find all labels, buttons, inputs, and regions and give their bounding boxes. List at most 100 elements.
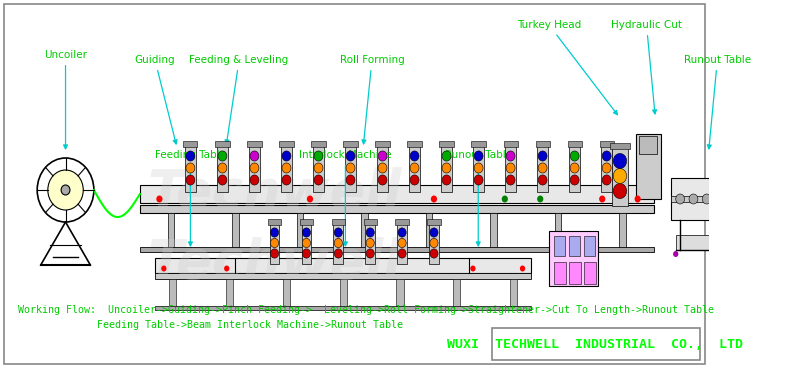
Bar	[427, 219, 441, 225]
Bar	[168, 213, 174, 248]
Circle shape	[735, 251, 740, 257]
Circle shape	[334, 238, 342, 248]
Circle shape	[250, 151, 259, 161]
Circle shape	[282, 151, 291, 161]
Bar	[506, 144, 516, 192]
Text: Uncoiler: Uncoiler	[44, 50, 87, 149]
Bar	[395, 219, 409, 225]
Circle shape	[614, 169, 626, 184]
Bar	[535, 141, 550, 147]
Bar	[140, 247, 654, 252]
Bar	[474, 144, 484, 192]
Bar	[249, 144, 260, 192]
Circle shape	[673, 251, 678, 257]
Circle shape	[270, 238, 278, 248]
Circle shape	[602, 175, 611, 185]
Bar	[363, 219, 377, 225]
Bar	[429, 222, 439, 264]
Bar	[471, 141, 486, 147]
Text: Runout Table: Runout Table	[684, 55, 751, 149]
Bar	[340, 279, 346, 307]
Circle shape	[398, 238, 406, 248]
Circle shape	[502, 195, 508, 202]
Bar	[555, 213, 561, 248]
Text: Turkey Head: Turkey Head	[517, 20, 618, 115]
Circle shape	[430, 238, 438, 248]
Bar	[226, 279, 233, 307]
Circle shape	[614, 183, 626, 199]
Bar	[599, 141, 614, 147]
Bar	[398, 222, 407, 264]
Bar	[311, 141, 326, 147]
Bar	[426, 213, 432, 248]
Bar	[569, 236, 580, 256]
Bar	[281, 144, 292, 192]
Text: Feeding Table: Feeding Table	[155, 150, 226, 246]
Circle shape	[378, 175, 387, 185]
Circle shape	[366, 228, 374, 237]
Bar	[155, 258, 531, 272]
Circle shape	[537, 195, 543, 202]
Circle shape	[506, 151, 515, 161]
Text: Hydraulic Cut: Hydraulic Cut	[611, 20, 682, 114]
Text: Techwell: Techwell	[147, 237, 402, 289]
Circle shape	[410, 151, 419, 161]
Circle shape	[614, 153, 626, 169]
Bar	[140, 205, 654, 213]
Circle shape	[715, 194, 725, 204]
Circle shape	[729, 194, 738, 204]
Circle shape	[346, 151, 355, 161]
Bar	[270, 222, 279, 264]
Bar	[332, 219, 345, 225]
Bar	[366, 222, 375, 264]
Circle shape	[186, 175, 195, 185]
Circle shape	[156, 195, 162, 202]
Bar	[140, 185, 654, 203]
Bar	[362, 213, 367, 248]
Bar	[247, 141, 262, 147]
Bar	[169, 279, 176, 307]
Bar	[313, 144, 324, 192]
Bar	[302, 222, 311, 264]
Bar	[410, 144, 420, 192]
Text: Feeding Table->Beam Interlock Machine->Runout Table: Feeding Table->Beam Interlock Machine->R…	[98, 320, 403, 330]
Bar	[554, 262, 566, 284]
Bar	[155, 272, 531, 279]
Bar	[490, 213, 497, 248]
Bar	[297, 213, 303, 248]
Circle shape	[602, 163, 611, 173]
Bar	[454, 279, 460, 307]
Circle shape	[442, 175, 451, 185]
Circle shape	[431, 195, 437, 202]
Circle shape	[346, 163, 355, 173]
Bar	[567, 141, 582, 147]
Circle shape	[474, 151, 483, 161]
Bar	[503, 141, 518, 147]
Bar	[610, 143, 630, 149]
Bar	[439, 141, 454, 147]
Circle shape	[410, 175, 419, 185]
Circle shape	[410, 163, 419, 173]
Bar	[570, 144, 580, 192]
Circle shape	[302, 249, 310, 258]
Circle shape	[270, 249, 278, 258]
Text: Guiding: Guiding	[134, 55, 177, 144]
Bar	[612, 146, 628, 206]
Circle shape	[676, 194, 685, 204]
Circle shape	[430, 249, 438, 258]
Circle shape	[378, 163, 387, 173]
Circle shape	[314, 163, 323, 173]
Circle shape	[474, 163, 483, 173]
Circle shape	[366, 238, 374, 248]
Circle shape	[250, 163, 259, 173]
Bar	[510, 279, 518, 307]
Bar	[554, 236, 565, 256]
Circle shape	[218, 163, 227, 173]
Circle shape	[314, 151, 323, 161]
Bar	[397, 279, 403, 307]
Circle shape	[538, 163, 547, 173]
Circle shape	[570, 163, 579, 173]
Bar	[491, 328, 700, 360]
Bar	[671, 178, 742, 220]
Text: Runout Table: Runout Table	[445, 150, 512, 246]
